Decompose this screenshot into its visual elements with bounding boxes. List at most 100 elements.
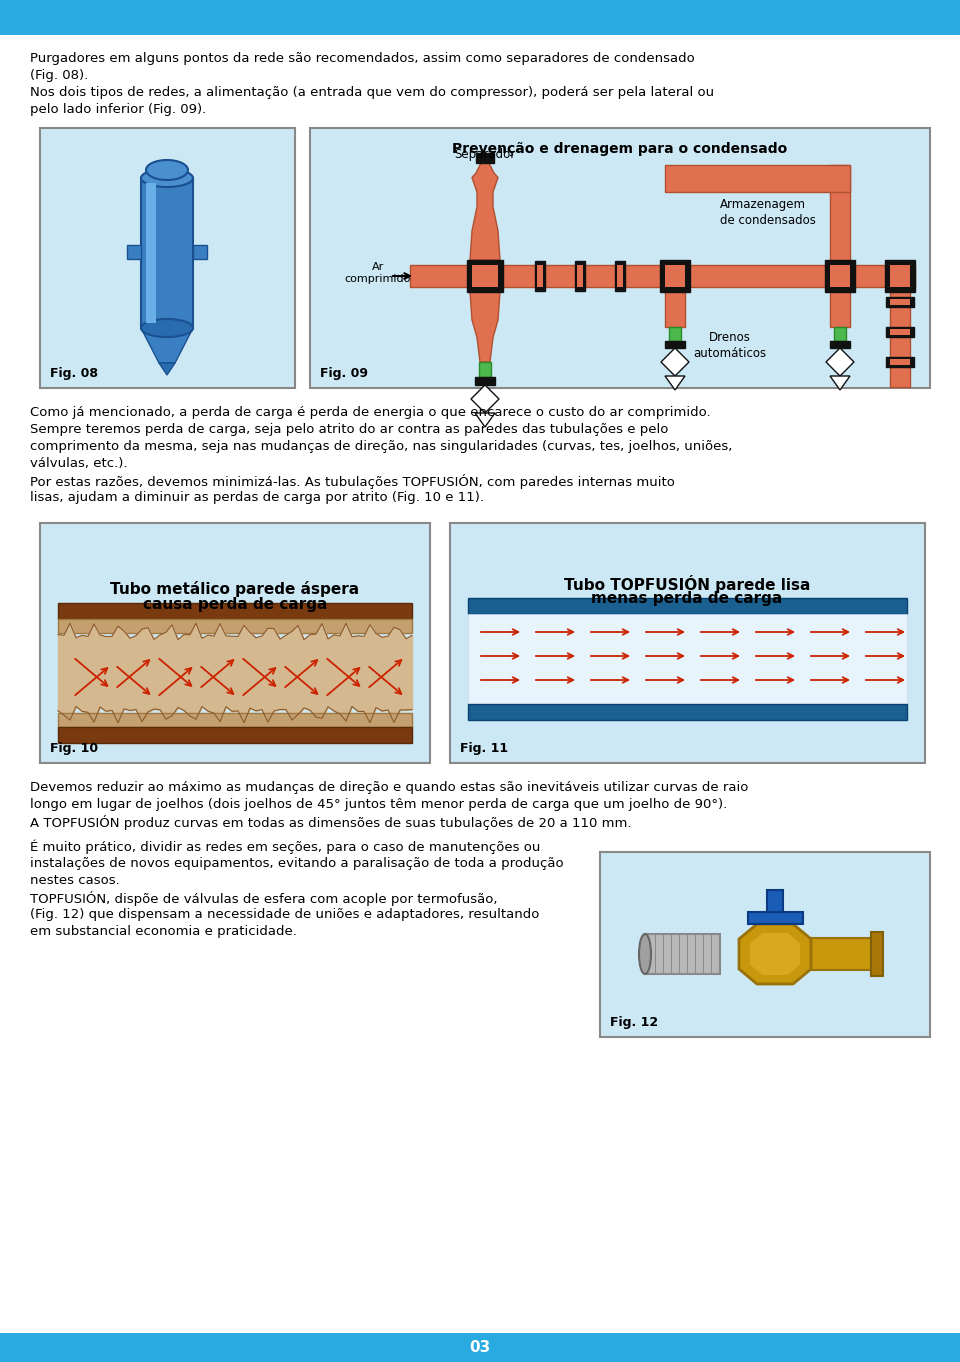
Text: Prevenção e drenagem para o condensado: Prevenção e drenagem para o condensado	[452, 142, 787, 157]
Text: Purgadores em alguns pontos da rede são recomendados, assim como separadores de : Purgadores em alguns pontos da rede são …	[30, 52, 695, 65]
Polygon shape	[661, 349, 689, 376]
Text: Fig. 09: Fig. 09	[320, 366, 368, 380]
Bar	[535, 262, 545, 291]
Bar	[450, 523, 925, 763]
Text: (Fig. 12) que dispensam a necessidade de uniões e adaptadores, resultando: (Fig. 12) que dispensam a necessidade de…	[30, 908, 540, 921]
Bar	[468, 598, 907, 614]
Bar	[890, 360, 910, 365]
Bar	[476, 153, 494, 163]
Bar	[811, 938, 871, 970]
Bar	[665, 287, 685, 327]
Text: Tubo TOPFUSIÓN parede lisa: Tubo TOPFUSIÓN parede lisa	[564, 575, 810, 592]
Text: Como já mencionado, a perda de carga é perda de energia o que encarece o custo d: Como já mencionado, a perda de carga é p…	[30, 406, 710, 419]
Bar	[475, 377, 495, 385]
Polygon shape	[830, 376, 850, 390]
Bar	[617, 266, 623, 287]
Bar	[886, 327, 914, 336]
Bar	[890, 300, 910, 305]
Text: Drenos
automáticos: Drenos automáticos	[693, 331, 767, 360]
Bar	[830, 266, 850, 287]
Polygon shape	[141, 328, 193, 364]
Bar	[890, 330, 910, 335]
Bar	[748, 913, 803, 923]
Polygon shape	[471, 385, 499, 413]
Bar	[472, 266, 498, 287]
Text: Fig. 12: Fig. 12	[610, 1016, 659, 1030]
Bar	[0, 1333, 960, 1362]
Ellipse shape	[146, 159, 188, 180]
Bar	[660, 260, 690, 291]
Bar	[669, 327, 681, 340]
Bar	[127, 245, 141, 259]
Polygon shape	[470, 163, 500, 260]
Text: Sempre teremos perda de carga, seja pelo atrito do ar contra as paredes das tubu: Sempre teremos perda de carga, seja pelo…	[30, 424, 668, 436]
Bar	[885, 260, 915, 291]
Text: lisas, ajudam a diminuir as perdas de carga por atrito (Fig. 10 e 11).: lisas, ajudam a diminuir as perdas de ca…	[30, 490, 484, 504]
Bar	[58, 712, 412, 727]
Text: TOPFUSIÓN, dispõe de válvulas de esfera com acople por termofusão,: TOPFUSIÓN, dispõe de válvulas de esfera …	[30, 891, 497, 906]
Bar	[615, 262, 625, 291]
Text: Armazenagem
de condensados: Armazenagem de condensados	[720, 197, 816, 227]
Polygon shape	[470, 291, 500, 362]
Text: Fig. 10: Fig. 10	[50, 742, 98, 755]
Ellipse shape	[141, 169, 193, 187]
Bar	[468, 614, 907, 704]
Bar	[665, 165, 850, 192]
Text: (Fig. 08).: (Fig. 08).	[30, 69, 88, 82]
Text: nestes casos.: nestes casos.	[30, 874, 120, 887]
Text: Nos dois tipos de redes, a alimentação (a entrada que vem do compressor), poderá: Nos dois tipos de redes, a alimentação (…	[30, 86, 714, 99]
Bar	[830, 165, 850, 266]
Text: pelo lado inferior (Fig. 09).: pelo lado inferior (Fig. 09).	[30, 104, 206, 116]
Bar	[600, 853, 930, 1036]
Text: Fig. 11: Fig. 11	[460, 742, 508, 755]
Text: instalações de novos equipamentos, evitando a paralisação de toda a produção: instalações de novos equipamentos, evita…	[30, 857, 564, 870]
Bar	[886, 357, 914, 366]
Text: Fig. 08: Fig. 08	[50, 366, 98, 380]
Bar	[58, 618, 412, 633]
Bar	[58, 603, 412, 618]
Bar	[830, 340, 850, 349]
Text: menas perda de carga: menas perda de carga	[591, 591, 782, 606]
Bar	[645, 934, 720, 974]
Bar	[575, 262, 585, 291]
Bar	[830, 287, 850, 327]
Text: válvulas, etc.).: válvulas, etc.).	[30, 458, 128, 470]
Polygon shape	[750, 933, 801, 975]
Bar	[834, 327, 846, 340]
Text: Ar
comprimido: Ar comprimido	[345, 262, 411, 285]
Ellipse shape	[639, 934, 651, 974]
Bar	[665, 266, 685, 287]
Bar	[40, 128, 295, 388]
Bar	[40, 523, 430, 763]
Text: 03: 03	[469, 1339, 491, 1354]
Bar	[146, 183, 156, 323]
Polygon shape	[475, 413, 495, 428]
Bar	[537, 266, 543, 287]
Ellipse shape	[141, 319, 193, 336]
Polygon shape	[665, 376, 685, 390]
Bar	[58, 727, 412, 744]
Bar	[577, 266, 583, 287]
Bar	[0, 0, 960, 35]
Bar	[665, 340, 685, 349]
Polygon shape	[826, 349, 854, 376]
Text: Separador: Separador	[454, 148, 516, 161]
Polygon shape	[159, 364, 175, 375]
Bar	[871, 932, 883, 977]
Text: Por estas razões, devemos minimizá-las. As tubulações TOPFUSIÓN, com paredes int: Por estas razões, devemos minimizá-las. …	[30, 474, 675, 489]
Text: Tubo metálico parede áspera: Tubo metálico parede áspera	[110, 582, 360, 597]
Text: causa perda de carga: causa perda de carga	[143, 597, 327, 612]
Text: Devemos reduzir ao máximo as mudanças de direção e quando estas são inevitáveis : Devemos reduzir ao máximo as mudanças de…	[30, 780, 749, 794]
Bar	[890, 266, 910, 287]
Bar	[193, 245, 207, 259]
Text: A TOPFUSIÓN produz curvas em todas as dimensões de suas tubulações de 20 a 110 m: A TOPFUSIÓN produz curvas em todas as di…	[30, 814, 632, 829]
Bar	[467, 260, 503, 291]
Bar	[410, 266, 915, 287]
Text: É muito prático, dividir as redes em seções, para o caso de manutenções ou: É muito prático, dividir as redes em seç…	[30, 840, 540, 854]
Polygon shape	[739, 923, 811, 983]
Bar	[886, 297, 914, 306]
Text: comprimento da mesma, seja nas mudanças de direção, nas singularidades (curvas, : comprimento da mesma, seja nas mudanças …	[30, 440, 732, 454]
Bar	[468, 704, 907, 720]
Bar	[310, 128, 930, 388]
Text: em substancial economia e praticidade.: em substancial economia e praticidade.	[30, 925, 297, 938]
